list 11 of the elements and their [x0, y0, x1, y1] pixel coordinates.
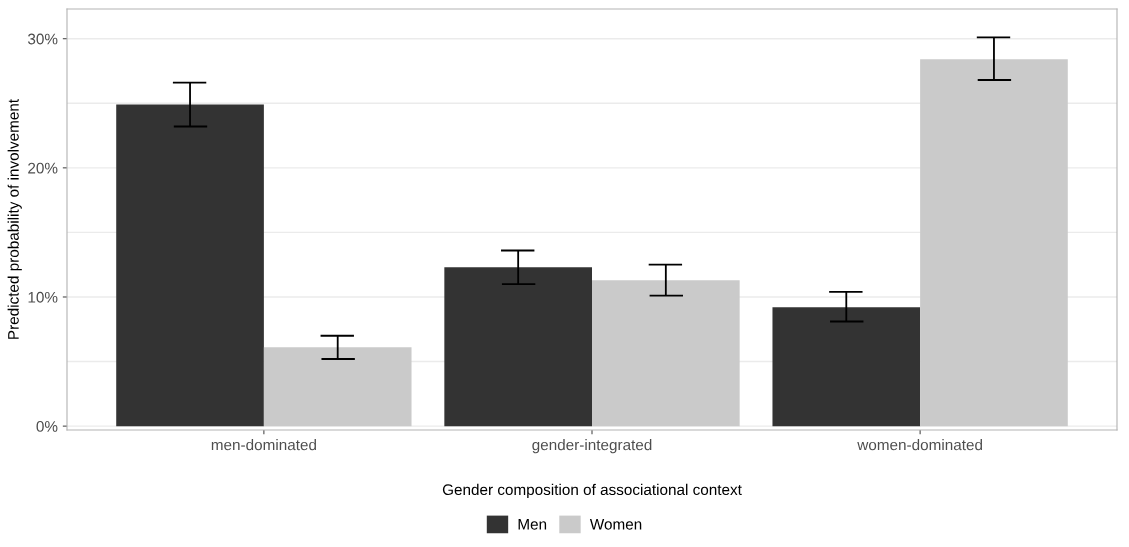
x-tick-label: men-dominated: [211, 439, 316, 451]
y-tick-label: 0%: [36, 420, 58, 432]
y-axis-title: Predicted probability of involvement: [7, 99, 22, 339]
x-tick-label: gender-integrated: [532, 439, 652, 454]
y-tick-label: 30%: [27, 33, 58, 45]
x-axis-title: Gender composition of associational context: [442, 483, 742, 499]
x-tick-label: women-dominated: [857, 439, 982, 451]
y-tick-label: 20%: [28, 162, 58, 174]
legend-label: Women: [589, 519, 642, 530]
legend-label: Men: [518, 519, 547, 530]
y-tick-label: 10%: [28, 291, 58, 303]
